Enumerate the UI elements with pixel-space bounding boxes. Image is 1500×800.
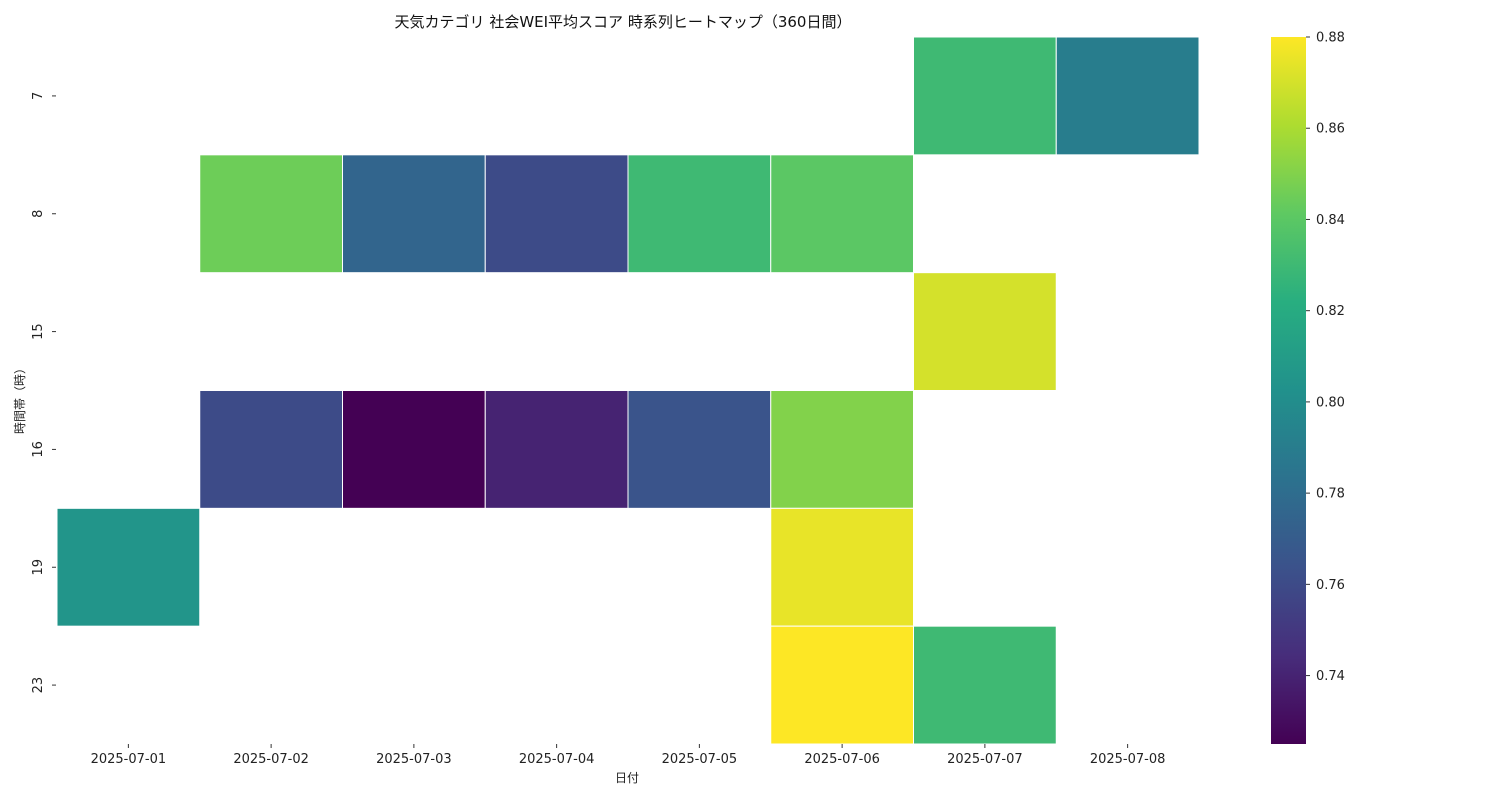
heatmap-cell xyxy=(627,390,772,509)
x-tick-label: 2025-07-07 xyxy=(947,752,1023,767)
x-tick-label: 2025-07-06 xyxy=(804,752,880,767)
colorbar-tick-label: 0.76 xyxy=(1316,578,1345,593)
y-tick-label: 19 xyxy=(31,559,46,576)
colorbar-tick-label: 0.84 xyxy=(1316,213,1345,228)
heatmap-cell xyxy=(56,507,201,627)
colorbar-tick-label: 0.82 xyxy=(1316,304,1345,319)
heatmap-cell xyxy=(484,154,629,274)
heatmap-cell xyxy=(627,154,772,274)
heatmap-cell xyxy=(342,390,486,509)
colorbar-tick-label: 0.78 xyxy=(1316,487,1345,502)
y-tick-label: 8 xyxy=(31,210,46,218)
chart-title: 天気カテゴリ 社会WEI平均スコア 時系列ヒートマップ（360日間） xyxy=(395,13,852,31)
x-tick-label: 2025-07-03 xyxy=(376,752,452,767)
heatmap-cell xyxy=(770,625,914,745)
colorbar-tick-label: 0.74 xyxy=(1316,669,1345,684)
y-tick-label: 7 xyxy=(31,92,46,100)
x-tick-label: 2025-07-01 xyxy=(91,752,167,767)
y-tick-label: 23 xyxy=(31,677,46,694)
heatmap-cell xyxy=(770,154,914,274)
heatmap-cell xyxy=(199,390,343,509)
colorbar-tick-label: 0.86 xyxy=(1316,122,1345,137)
heatmap-cell xyxy=(913,272,1057,391)
y-tick-label: 15 xyxy=(31,323,46,340)
x-tick-label: 2025-07-08 xyxy=(1090,752,1166,767)
heatmap-cells xyxy=(56,36,1200,745)
colorbar-tick-label: 0.88 xyxy=(1316,31,1345,46)
heatmap-cell xyxy=(770,507,914,627)
heatmap-cell xyxy=(770,390,914,509)
heatmap-cell xyxy=(913,36,1057,156)
x-axis-ticks: 2025-07-01 2025-07-02 2025-07-03 2025-07-04… xyxy=(91,744,1166,767)
heatmap-cell xyxy=(484,390,629,509)
colorbar-tick-label: 0.80 xyxy=(1316,395,1345,410)
x-tick-label: 2025-07-05 xyxy=(662,752,738,767)
heatmap-cell xyxy=(913,625,1057,745)
x-tick-label: 2025-07-04 xyxy=(519,752,595,767)
y-axis-label: 時間帯（時） xyxy=(13,362,27,434)
colorbar xyxy=(1271,37,1306,744)
heatmap-cell xyxy=(342,154,486,274)
heatmap-cell xyxy=(1055,36,1200,156)
heatmap-cell xyxy=(199,154,343,274)
x-axis-label: 日付 xyxy=(615,771,639,785)
colorbar-ticks: 0.74 0.76 0.78 0.80 0.82 0.84 0.86 0.88 xyxy=(1306,31,1345,684)
y-tick-label: 16 xyxy=(31,441,46,458)
y-axis-ticks: 7 8 15 16 19 23 xyxy=(31,92,56,694)
x-tick-label: 2025-07-02 xyxy=(233,752,309,767)
